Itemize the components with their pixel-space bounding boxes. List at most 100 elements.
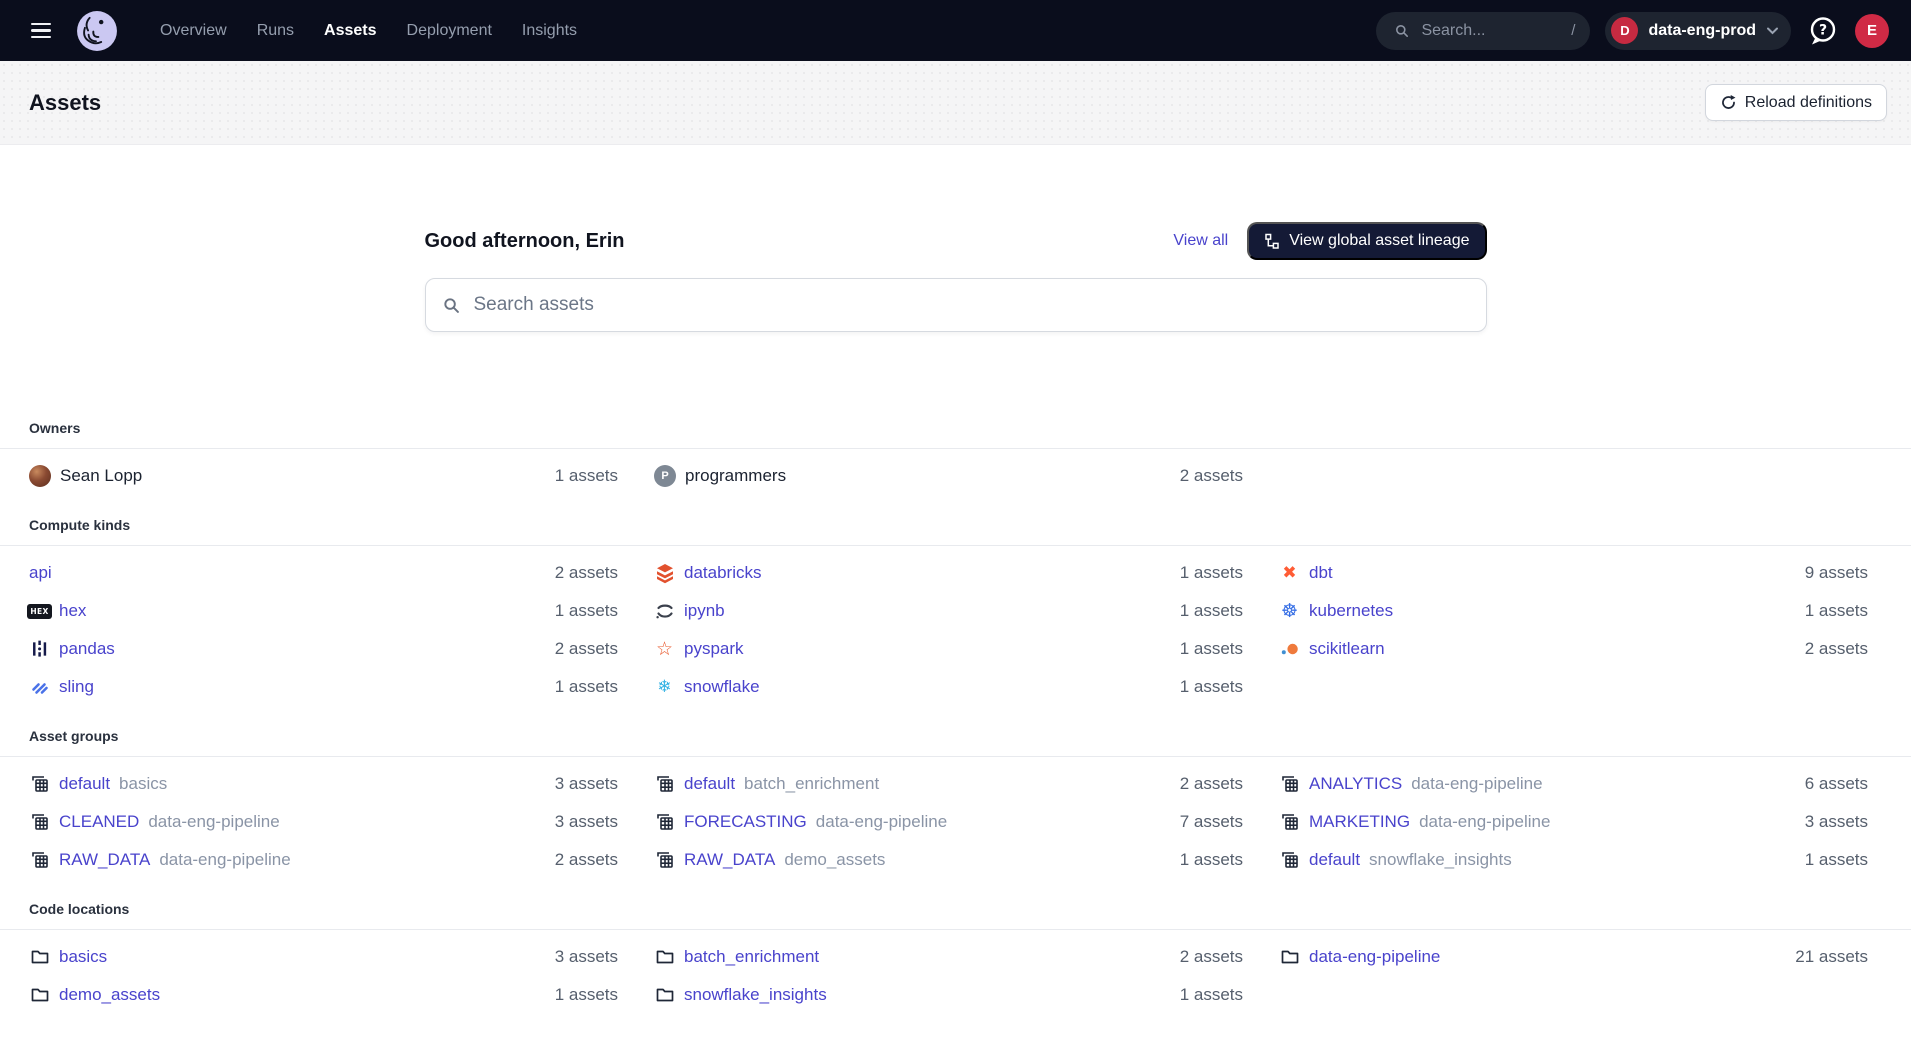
asset-groups-link[interactable]: RAW_DATA	[684, 850, 776, 869]
compute-kinds-count: 1 assets	[1179, 639, 1243, 658]
section-grid-asset-groups: default basics 3 assets default batch_enrich…	[0, 757, 1911, 879]
asset-groups-suffix: snowflake_insights	[1369, 850, 1512, 869]
folder-icon	[1279, 947, 1300, 968]
nav-item-assets[interactable]: Assets	[324, 21, 377, 39]
team-badge-icon: P	[654, 465, 676, 487]
asset-groups-row: MARKETING data-eng-pipeline 3 assets	[1279, 803, 1868, 841]
hamburger-bars	[31, 22, 51, 39]
asset-groups-link[interactable]: CLEANED	[59, 812, 140, 831]
asset-groups-item: MARKETING data-eng-pipeline	[1279, 812, 1550, 833]
compute-kinds-link[interactable]: hex	[59, 601, 87, 620]
reload-definitions-label: Reload definitions	[1744, 93, 1872, 111]
section-title-owners: Owners	[0, 418, 1911, 449]
asset-group-icon	[654, 774, 675, 795]
section-title-compute-kinds: Compute kinds	[0, 515, 1911, 546]
section-asset-groups: Asset groups default basics 3 assets default…	[0, 726, 1911, 879]
compute-kinds-item: sling	[29, 677, 94, 698]
code-locations-link[interactable]: demo_assets	[59, 985, 161, 1004]
compute-kinds-item: databricks	[654, 563, 761, 584]
top-nav: Overview Runs Assets Deployment Insights…	[0, 0, 1911, 61]
asset-groups-count: 7 assets	[1179, 812, 1243, 831]
asset-groups-suffix: basics	[119, 774, 168, 793]
asset-group-icon	[1279, 850, 1300, 871]
asset-groups-link[interactable]: default	[684, 774, 736, 793]
nav-item-insights[interactable]: Insights	[521, 21, 578, 39]
compute-kinds-link[interactable]: api	[29, 563, 52, 582]
compute-kinds-link[interactable]: kubernetes	[1309, 601, 1394, 620]
asset-groups-count: 6 assets	[1804, 774, 1868, 793]
asset-group-icon	[654, 812, 675, 833]
compute-kinds-item: ☸ kubernetes	[1279, 601, 1393, 622]
compute-kinds-row: ipynb 1 assets	[654, 592, 1243, 630]
section-grid-code-locations: basics 3 assets batch_enrichment 2 assets da…	[0, 930, 1911, 1014]
code-locations-count: 21 assets	[1795, 947, 1868, 966]
owners-row: Sean Lopp 1 assets	[29, 457, 618, 495]
code-locations-link[interactable]: snowflake_insights	[684, 985, 827, 1004]
compute-kinds-link[interactable]: ipynb	[684, 601, 725, 620]
asset-groups-link[interactable]: default	[1309, 850, 1361, 869]
asset-search-box	[424, 278, 1487, 332]
compute-kinds-row: ❄ snowflake 1 assets	[654, 668, 1243, 706]
compute-kinds-row: pandas 2 assets	[29, 630, 618, 668]
asset-groups-suffix: demo_assets	[784, 850, 886, 869]
asset-groups-link[interactable]: default	[59, 774, 111, 793]
asset-groups-row: FORECASTING data-eng-pipeline 7 assets	[654, 803, 1243, 841]
nav-item-overview[interactable]: Overview	[160, 21, 227, 39]
asset-groups-count: 3 assets	[1804, 812, 1868, 831]
compute-kinds-item: api	[29, 563, 52, 583]
code-locations-link[interactable]: basics	[59, 947, 108, 966]
user-avatar-button[interactable]: E	[1855, 13, 1889, 48]
asset-search-input[interactable]	[471, 293, 1470, 317]
global-search-input[interactable]: Search... /	[1376, 11, 1591, 50]
compute-kinds-link[interactable]: sling	[59, 677, 94, 696]
code-locations-link[interactable]: batch_enrichment	[684, 947, 820, 966]
asset-group-icon	[29, 774, 50, 795]
compute-kinds-link[interactable]: dbt	[1309, 563, 1333, 582]
asset-groups-link[interactable]: ANALYTICS	[1309, 774, 1403, 793]
asset-group-icon	[654, 850, 675, 871]
section-title-asset-groups: Asset groups	[0, 726, 1911, 757]
compute-kinds-link[interactable]: pandas	[59, 639, 115, 658]
nav-item-runs[interactable]: Runs	[256, 21, 295, 39]
asset-groups-suffix: data-eng-pipeline	[1411, 774, 1543, 793]
compute-kinds-item: scikitlearn	[1279, 639, 1385, 660]
view-global-asset-lineage-button[interactable]: View global asset lineage	[1247, 222, 1487, 260]
owners-count: 2 assets	[1179, 466, 1243, 485]
code-locations-link[interactable]: data-eng-pipeline	[1309, 947, 1441, 966]
compute-kinds-link[interactable]: snowflake	[684, 677, 760, 696]
compute-kinds-count: 2 assets	[554, 639, 618, 658]
compute-kinds-count: 2 assets	[1804, 639, 1868, 658]
asset-group-icon	[1279, 812, 1300, 833]
owners-link[interactable]: programmers	[685, 466, 787, 485]
compute-kinds-row: HEX hex 1 assets	[26, 592, 618, 630]
view-all-link[interactable]: View all	[1173, 232, 1229, 249]
global-search-placeholder: Search...	[1421, 21, 1486, 39]
asset-groups-count: 1 assets	[1804, 850, 1868, 869]
scikitlearn-icon	[1279, 639, 1300, 660]
compute-kinds-row: databricks 1 assets	[654, 554, 1243, 592]
page-header: Assets Reload definitions	[0, 61, 1911, 145]
deployment-switcher[interactable]: D data-eng-prod	[1605, 11, 1791, 50]
reload-definitions-button[interactable]: Reload definitions	[1704, 84, 1887, 121]
svg-text:?: ?	[1819, 22, 1827, 38]
compute-kinds-row: scikitlearn 2 assets	[1279, 630, 1868, 668]
owners-link[interactable]: Sean Lopp	[60, 466, 143, 485]
asset-groups-item: FORECASTING data-eng-pipeline	[654, 812, 947, 833]
compute-kinds-link[interactable]: pyspark	[684, 639, 744, 658]
folder-icon	[654, 985, 675, 1006]
dagster-octopus-logo[interactable]	[76, 10, 118, 52]
nav-item-deployment[interactable]: Deployment	[406, 21, 492, 39]
asset-groups-link[interactable]: MARKETING	[1309, 812, 1411, 831]
compute-kinds-link[interactable]: databricks	[684, 563, 762, 582]
help-icon[interactable]: ?	[1806, 14, 1840, 48]
asset-groups-link[interactable]: RAW_DATA	[59, 850, 151, 869]
code-locations-row: basics 3 assets	[29, 938, 618, 976]
compute-kinds-link[interactable]: scikitlearn	[1309, 639, 1385, 658]
hamburger-menu-icon[interactable]	[22, 12, 60, 50]
compute-kinds-count: 1 assets	[1179, 563, 1243, 582]
compute-kinds-row: sling 1 assets	[29, 668, 618, 706]
asset-groups-link[interactable]: FORECASTING	[684, 812, 807, 831]
reload-icon	[1720, 94, 1737, 111]
